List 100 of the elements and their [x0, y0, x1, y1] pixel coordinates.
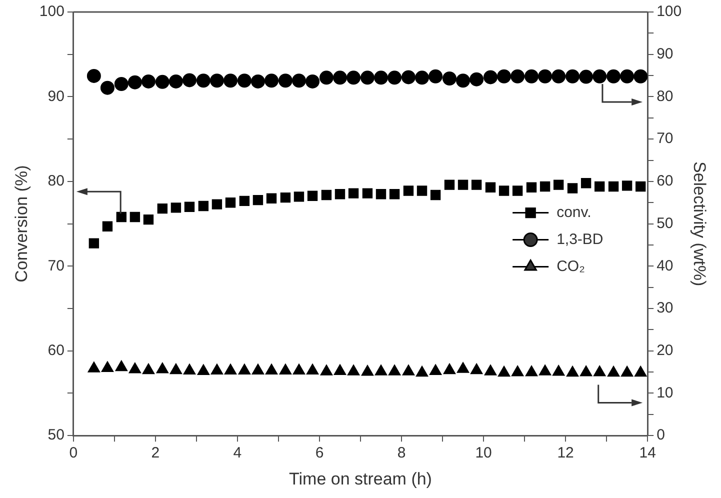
- point: [443, 363, 456, 374]
- x-axis-title: Time on stream (h): [289, 469, 432, 488]
- point: [442, 72, 456, 86]
- point: [183, 364, 196, 375]
- y-tick-label: 80: [48, 172, 64, 190]
- point: [622, 180, 632, 191]
- point: [266, 193, 277, 204]
- point: [157, 203, 168, 214]
- x-tick-label: 2: [151, 444, 160, 462]
- legend-label: conv.: [556, 204, 592, 221]
- legend-label: CO₂: [556, 258, 586, 275]
- y-tick-label: 70: [48, 257, 64, 274]
- point: [278, 74, 292, 88]
- point: [239, 196, 250, 206]
- y-tick-label: 90: [48, 88, 64, 105]
- y-tick-label: 60: [48, 342, 64, 360]
- point: [470, 363, 483, 374]
- point: [471, 180, 482, 190]
- point: [580, 365, 592, 376]
- point: [307, 190, 318, 201]
- point: [210, 74, 224, 88]
- point: [86, 68, 101, 83]
- point: [485, 182, 496, 192]
- point: [212, 199, 222, 210]
- point: [116, 212, 127, 222]
- point: [566, 69, 580, 84]
- point: [128, 75, 142, 90]
- point: [579, 70, 594, 84]
- x-tick-label: 6: [315, 444, 324, 462]
- point: [100, 80, 114, 95]
- point: [130, 212, 140, 222]
- y2-tick-label: 60: [656, 172, 674, 190]
- point: [498, 366, 510, 377]
- point: [416, 186, 428, 196]
- point: [526, 182, 537, 192]
- point: [403, 186, 414, 196]
- point: [484, 70, 498, 84]
- point: [101, 361, 114, 372]
- point: [511, 365, 524, 376]
- point: [634, 366, 647, 377]
- point: [265, 364, 278, 375]
- point: [512, 186, 523, 196]
- y2-tick-label: 90: [656, 46, 674, 62]
- y2-tick-label: 70: [656, 130, 674, 148]
- point: [634, 69, 648, 84]
- point: [456, 74, 470, 88]
- point: [620, 69, 634, 84]
- point: [332, 70, 347, 85]
- point: [223, 74, 238, 88]
- point: [141, 74, 156, 88]
- point: [197, 364, 210, 375]
- point: [608, 181, 619, 192]
- point: [306, 364, 319, 375]
- y-axis-title: Conversion (%): [12, 165, 31, 282]
- point: [182, 73, 196, 88]
- point: [319, 70, 334, 85]
- point: [115, 360, 128, 372]
- point: [567, 183, 578, 194]
- y2-tick-label: 40: [656, 257, 674, 274]
- point: [498, 186, 510, 196]
- point: [388, 70, 402, 85]
- point: [320, 364, 333, 376]
- point: [88, 238, 100, 248]
- y2-tick-label: 20: [656, 342, 674, 360]
- point: [374, 70, 388, 85]
- point: [279, 364, 292, 375]
- point: [196, 74, 210, 88]
- point: [361, 365, 374, 376]
- point: [470, 72, 484, 86]
- x-tick-label: 14: [639, 444, 656, 462]
- point: [580, 178, 592, 188]
- point: [334, 364, 346, 375]
- point: [362, 188, 373, 198]
- point: [389, 189, 400, 200]
- point: [143, 214, 154, 225]
- point: [636, 181, 646, 192]
- point: [292, 364, 306, 375]
- y2-tick-label: 50: [656, 214, 674, 232]
- point: [429, 364, 442, 375]
- point: [88, 362, 100, 372]
- x-tick-label: 8: [397, 444, 406, 462]
- point: [102, 221, 113, 232]
- point: [553, 180, 564, 190]
- point: [525, 365, 538, 376]
- point: [607, 366, 620, 377]
- legend-label: 1,3-BD: [556, 230, 604, 248]
- point: [620, 366, 634, 377]
- point: [593, 365, 606, 376]
- point: [360, 70, 374, 85]
- point: [401, 70, 416, 84]
- point: [280, 192, 291, 203]
- point: [334, 189, 346, 200]
- point: [538, 69, 552, 84]
- x-tick-label: 10: [475, 444, 492, 462]
- x-tick-label: 12: [557, 444, 574, 462]
- point: [347, 364, 360, 376]
- x-tick-label: 4: [233, 444, 242, 462]
- point: [184, 202, 195, 212]
- y2-tick-label: 100: [656, 3, 682, 20]
- point: [142, 363, 155, 374]
